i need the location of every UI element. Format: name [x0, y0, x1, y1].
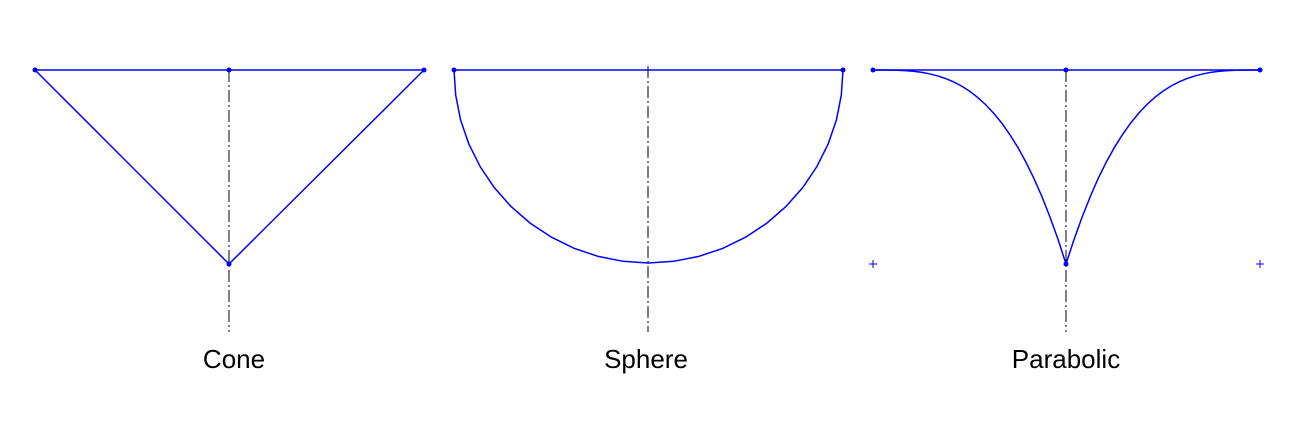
sphere-label: Sphere — [604, 344, 688, 374]
parabolic-right-point — [1257, 67, 1263, 73]
cone-right-point — [421, 67, 427, 73]
parabolic-center-point — [1063, 67, 1069, 73]
parabolic-right-curve — [1065, 69, 1260, 265]
cone-left-point — [32, 67, 38, 73]
cone-profile — [32, 67, 427, 332]
cone-apex-point — [226, 261, 232, 267]
parabolic-label: Parabolic — [1011, 344, 1121, 374]
cone-label: Cone — [202, 344, 266, 374]
cone-right-edge — [228, 69, 425, 265]
parabolic-left-cross-marker — [869, 260, 877, 268]
parabolic-left-point — [870, 67, 876, 73]
parabolic-right-cross-marker — [1256, 260, 1264, 268]
sphere-right-point — [840, 67, 846, 73]
parabolic-bottom-point — [1063, 261, 1069, 267]
sphere-profile — [451, 66, 846, 332]
cone-center-point — [226, 67, 232, 73]
cone-left-edge — [34, 69, 230, 265]
parabolic-left-curve — [873, 69, 1067, 265]
sphere-left-point — [451, 67, 457, 73]
parabolic-profile — [869, 67, 1264, 332]
